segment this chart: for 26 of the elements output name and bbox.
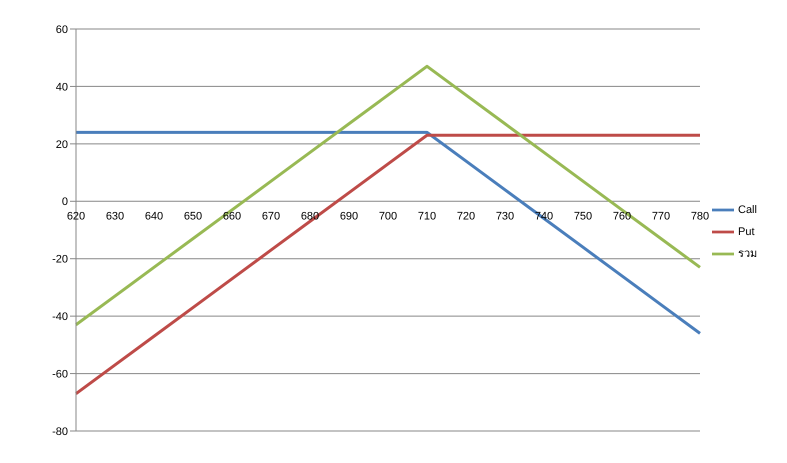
y-tick-label: 40 <box>56 81 68 94</box>
x-tick-label: 760 <box>612 210 632 222</box>
y-tick-label: 60 <box>56 24 68 36</box>
y-tick-label: -80 <box>52 426 68 438</box>
x-tick-label: 770 <box>652 210 670 222</box>
x-tick-label: 750 <box>574 210 592 222</box>
y-tick-label: 0 <box>62 196 68 208</box>
legend-label: Call <box>738 203 757 216</box>
x-tick-label: 710 <box>418 210 436 222</box>
x-tick-label: 620 <box>66 210 86 222</box>
y-tick-label: -60 <box>52 368 68 380</box>
y-tick-label: -20 <box>52 254 68 266</box>
x-tick-label: 780 <box>690 210 710 222</box>
x-tick-label: 670 <box>262 210 280 222</box>
x-tick-label: 640 <box>144 210 164 222</box>
x-tick-label: 730 <box>496 210 514 222</box>
x-tick-label: 700 <box>378 210 398 222</box>
legend-label: รวม <box>738 247 757 260</box>
x-tick-label: 650 <box>184 210 202 222</box>
legend-label: Put <box>738 225 755 238</box>
x-tick-label: 660 <box>222 210 242 222</box>
x-tick-label: 690 <box>340 210 358 222</box>
x-tick-label: 630 <box>106 210 124 222</box>
y-tick-label: -40 <box>52 311 68 324</box>
x-tick-label: 720 <box>456 210 476 222</box>
y-tick-label: 20 <box>56 138 68 151</box>
